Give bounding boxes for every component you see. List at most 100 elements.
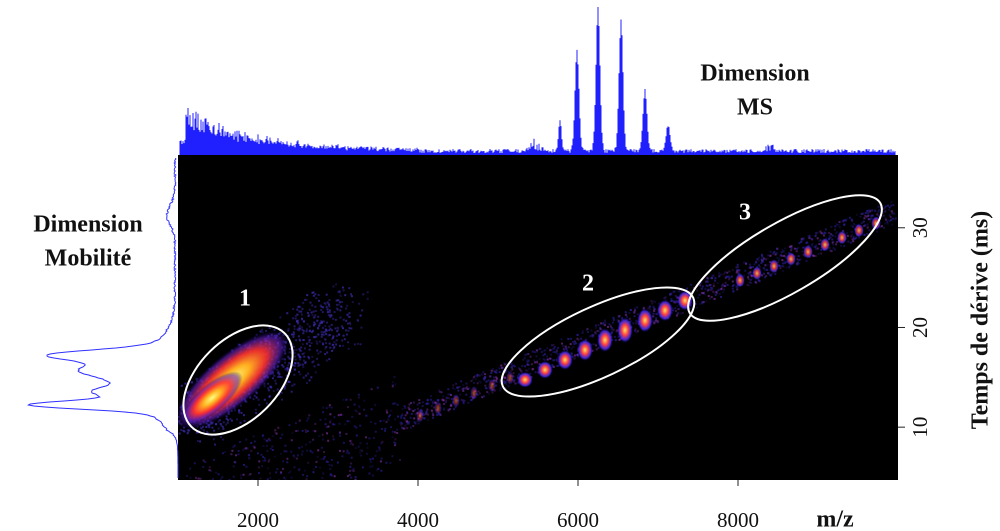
heat-cell <box>484 384 487 387</box>
heat-cell <box>336 326 339 329</box>
heat-cell <box>511 368 514 371</box>
heat-cell <box>421 401 424 404</box>
heat-cell <box>834 235 837 238</box>
heat-cell <box>328 463 331 466</box>
heat-cell <box>410 412 413 415</box>
heat-cell <box>206 509 208 511</box>
heat-cell <box>624 311 627 314</box>
heat-cell <box>540 350 543 353</box>
heat-cell <box>243 419 246 422</box>
heat-cell <box>280 391 283 394</box>
heat-cell <box>303 352 306 355</box>
heat-cell <box>505 369 508 372</box>
heat-cell <box>772 252 775 255</box>
heat-cell <box>318 340 321 343</box>
heat-cell <box>219 500 221 502</box>
heat-cell <box>675 314 678 317</box>
heat-cell <box>347 341 350 344</box>
heat-cell <box>777 257 780 260</box>
heat-cell <box>213 458 216 461</box>
heat-cell <box>356 318 359 321</box>
heat-cell <box>886 204 889 207</box>
heat-cell <box>714 277 717 280</box>
heat-cell <box>468 396 471 399</box>
heat-cell <box>210 494 212 496</box>
heat-cell <box>302 329 305 332</box>
heat-cell <box>328 314 331 317</box>
heat-cell <box>467 401 470 404</box>
heat-cell <box>382 419 385 422</box>
heat-cell <box>865 210 868 213</box>
heat-cell <box>359 424 362 427</box>
heat-cell <box>294 362 297 365</box>
heat-cell <box>296 429 299 432</box>
heat-cell <box>325 306 328 309</box>
heat-cell <box>798 242 801 245</box>
heat-cell <box>309 441 312 444</box>
heat-cell <box>268 394 271 397</box>
heat-cell <box>747 281 750 284</box>
heat-cell <box>272 481 274 483</box>
heat-cell <box>262 434 265 437</box>
heat-cell <box>271 448 274 451</box>
heat-cell <box>328 311 331 314</box>
heat-cell <box>316 455 319 458</box>
heat-cell <box>345 452 348 455</box>
heat-cell <box>312 310 315 313</box>
heat-cell <box>328 329 331 332</box>
heat-cell <box>263 505 265 507</box>
heat-cell <box>443 407 446 410</box>
heat-cell <box>470 399 473 402</box>
heat-cell <box>274 379 277 382</box>
heat-cell <box>212 477 215 480</box>
heat-cell <box>807 236 810 239</box>
heat-cell <box>841 220 844 223</box>
heat-cell <box>552 347 555 350</box>
heat-cell <box>396 428 399 431</box>
heat-cell <box>214 511 216 513</box>
heat-cell <box>269 447 272 450</box>
heat-cell <box>581 330 584 333</box>
heat-cell <box>610 328 613 331</box>
heat-cell <box>271 435 274 438</box>
heat-cell <box>314 305 317 308</box>
heat-cell <box>325 293 328 296</box>
heat-cell <box>401 426 404 429</box>
heat-cell <box>369 460 372 463</box>
heat-cell <box>330 458 333 461</box>
heat-cell <box>462 402 465 405</box>
heat-cell <box>328 299 331 302</box>
heat-cell <box>507 385 510 388</box>
heat-cell <box>869 220 872 223</box>
heat-cell <box>408 408 411 411</box>
heat-cell <box>867 214 870 217</box>
heat-cell <box>222 501 224 503</box>
heat-cell <box>265 329 268 332</box>
heat-cell <box>236 418 239 421</box>
heat-cell <box>272 389 275 392</box>
heat-cell <box>195 431 198 434</box>
heat-spot <box>637 308 653 333</box>
heat-cell <box>704 287 707 290</box>
heat-cell <box>539 347 542 350</box>
heat-cell <box>327 314 330 317</box>
heat-cell <box>449 408 452 411</box>
heat-cell <box>465 382 468 385</box>
heat-cell <box>832 243 835 246</box>
heat-cell <box>628 317 631 320</box>
heat-cell <box>184 382 187 385</box>
heat-cell <box>187 430 190 433</box>
heat-cell <box>261 464 264 467</box>
heat-cell <box>331 336 334 339</box>
heat-cell <box>385 461 388 464</box>
heat-spot <box>735 273 745 288</box>
heat-cell <box>762 257 765 260</box>
heat-cell <box>277 375 280 378</box>
heat-cell <box>565 347 568 350</box>
heat-cell <box>836 231 839 234</box>
heat-cell <box>385 420 388 423</box>
heat-cell <box>310 487 312 489</box>
heat-cell <box>329 327 332 330</box>
heat-cell <box>294 368 297 371</box>
heat-cell <box>706 280 709 283</box>
